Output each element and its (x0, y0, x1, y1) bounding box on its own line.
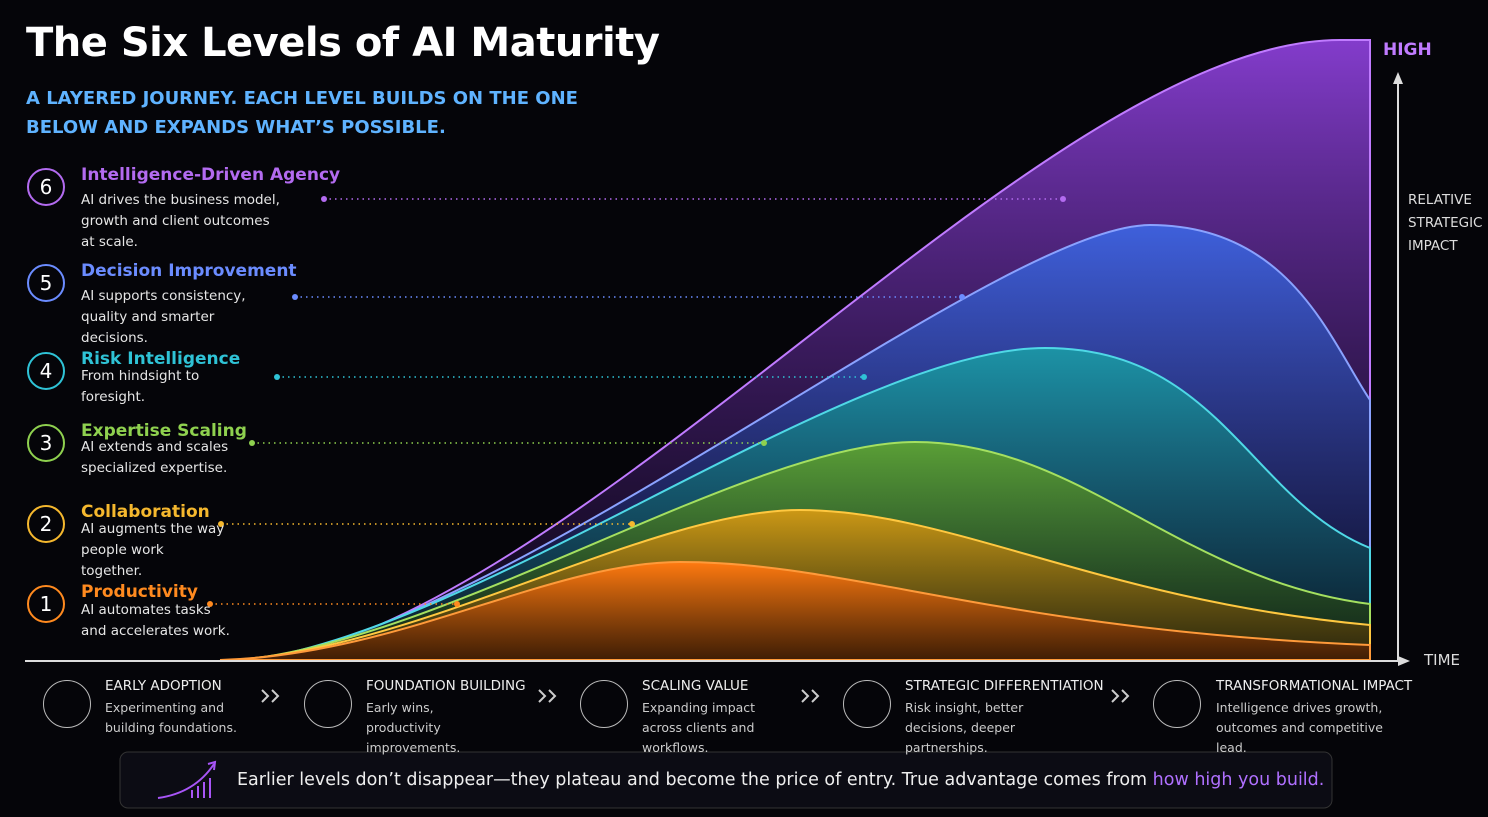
stage-icon (304, 680, 352, 728)
stage-description: Intelligence drives growth, outcomes and… (1216, 700, 1383, 755)
leader-dot (321, 196, 327, 202)
stage-title: STRATEGIC DIFFERENTIATION (905, 678, 1104, 694)
y-axis-label: RELATIVE STRATEGIC IMPACT (1408, 192, 1483, 254)
title: The Six Levels of AI Maturity (26, 20, 660, 66)
footer-box (119, 751, 1333, 809)
level-number: 4 (27, 352, 65, 390)
level-title: Risk Intelligence (81, 349, 241, 369)
stage-icon (843, 680, 891, 728)
level-title: Productivity (81, 582, 198, 602)
level-description: AI augments the way people work together… (81, 521, 225, 579)
level-number: 6 (27, 168, 65, 206)
level-description: AI supports consistency, quality and sma… (81, 288, 246, 346)
leader-dot (629, 521, 635, 527)
level-number: 1 (27, 585, 65, 623)
level-title: Intelligence-Driven Agency (81, 165, 341, 185)
footer-highlight: how high you build. (1152, 770, 1325, 790)
leader-dot (1060, 196, 1066, 202)
subtitle: A LAYERED JOURNEY. EACH LEVEL BUILDS ON … (26, 88, 578, 138)
y-arrow (1393, 72, 1403, 84)
footer: Earlier levels don’t disappear—they plat… (237, 770, 1324, 790)
leader-dot (218, 521, 224, 527)
stage-description: Experimenting and building foundations. (105, 700, 237, 735)
chevron (801, 689, 820, 703)
level-title: Decision Improvement (81, 261, 297, 281)
x-axis-label: TIME (1424, 651, 1461, 669)
chevron (538, 689, 557, 703)
y-top-label: HIGH (1383, 40, 1432, 60)
leader-dot (761, 440, 767, 446)
level-description: AI extends and scales specialized expert… (81, 439, 229, 476)
stage-icon (580, 680, 628, 728)
leader-dot (249, 440, 255, 446)
stage-title: FOUNDATION BUILDING (366, 678, 526, 694)
level-title: Collaboration (81, 502, 210, 522)
chevron (1111, 689, 1130, 703)
level-description: From hindsight to foresight. (81, 368, 200, 405)
stage-title: TRANSFORMATIONAL IMPACT (1216, 678, 1413, 694)
level-number: 5 (27, 264, 65, 302)
chevrons (261, 689, 1130, 703)
chevron (261, 689, 280, 703)
leader-dot (207, 601, 213, 607)
level-number: 3 (27, 424, 65, 462)
leader-dot (292, 294, 298, 300)
leader-dot (454, 601, 460, 607)
stage-title: SCALING VALUE (642, 678, 749, 694)
stage-icon (43, 680, 91, 728)
footer-icon (157, 760, 217, 799)
leader-lines (207, 196, 1066, 607)
stage-description: Early wins, productivity improvements. (366, 700, 461, 755)
curve-1 (219, 560, 1371, 661)
leader-dot (274, 374, 280, 380)
footer-text: Earlier levels don’t disappear—they plat… (237, 770, 1153, 790)
stage-icon (1153, 680, 1201, 728)
level-description: AI automates tasks and accelerates work. (81, 602, 230, 639)
leader-dot (861, 374, 867, 380)
stage-description: Expanding impact across clients and work… (642, 700, 756, 755)
x-arrow (1398, 656, 1410, 666)
leader-dot (959, 294, 965, 300)
level-number: 2 (27, 505, 65, 543)
level-description: AI drives the business model, growth and… (81, 192, 280, 250)
stage-description: Risk insight, better decisions, deeper p… (905, 700, 1024, 755)
stage-title: EARLY ADOPTION (105, 678, 222, 694)
level-title: Expertise Scaling (81, 421, 247, 441)
